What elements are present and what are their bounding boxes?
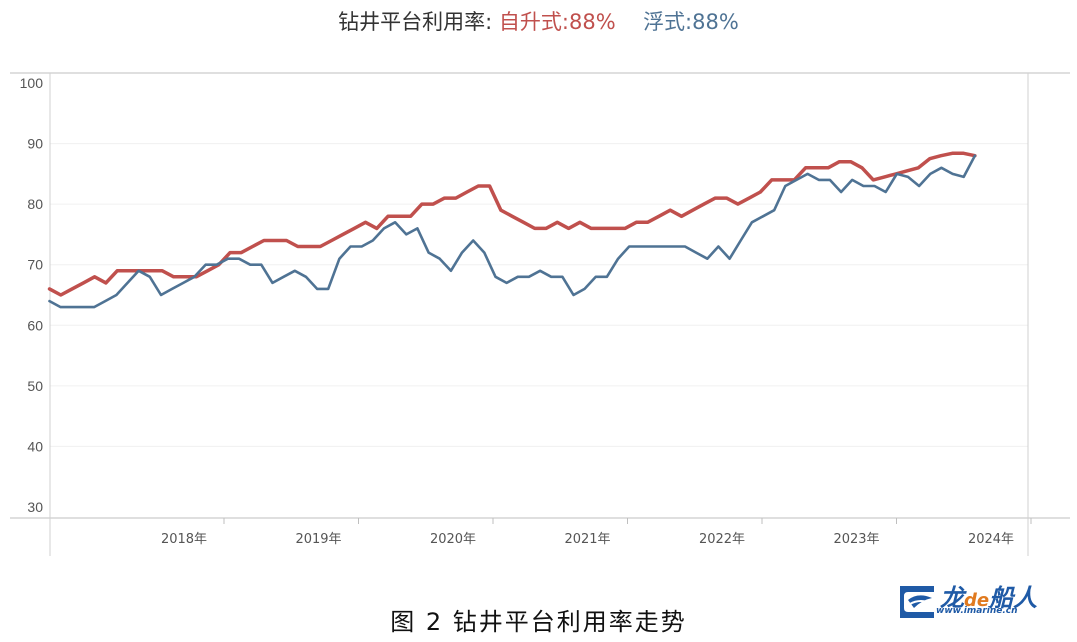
x-axis-ticks: 2018年 2019年 2020年 2021年 2022年 2023年 2024年	[161, 518, 1032, 547]
x-tick-label: 2020年	[430, 532, 476, 547]
figure-caption: 图 2 钻井平台利用率走势	[390, 608, 687, 636]
x-tick-label: 2022年	[699, 532, 745, 547]
y-tick-label: 70	[27, 257, 43, 273]
logo-text: 龙de船人	[940, 584, 1038, 612]
y-tick-label: 80	[27, 196, 43, 212]
y-tick-label: 100	[20, 75, 44, 91]
chart-title-jackup: 自升式:88%	[498, 10, 616, 34]
y-tick-label: 50	[27, 378, 43, 394]
site-logo: 龙de船人 www.imarine.cn	[896, 578, 1056, 622]
logo-url: www.imarine.cn	[936, 606, 1018, 616]
series-lines	[47, 151, 977, 309]
axes	[10, 72, 1070, 556]
y-tick-label: 60	[27, 317, 43, 333]
floater-series-line	[48, 154, 977, 309]
chart-title-prefix: 钻井平台利用率:	[338, 10, 493, 34]
jackup-series-line	[47, 151, 977, 297]
x-tick-label: 2021年	[564, 532, 610, 547]
ship-logo-icon	[900, 586, 935, 618]
chart-title: 钻井平台利用率: 自升式:88% 浮式:88%	[0, 6, 1077, 36]
y-tick-label: 90	[27, 136, 43, 152]
y-tick-label: 30	[27, 499, 43, 515]
y-tick-label: 40	[27, 438, 43, 454]
y-axis-ticks: 30 40 50 60 70 80 90 100	[20, 75, 44, 515]
x-tick-label: 2019年	[295, 532, 341, 547]
x-tick-label: 2018年	[161, 532, 207, 547]
x-tick-label: 2024年	[968, 532, 1014, 547]
x-tick-label: 2023年	[833, 532, 879, 547]
chart-title-floater: 浮式:88%	[643, 10, 739, 34]
